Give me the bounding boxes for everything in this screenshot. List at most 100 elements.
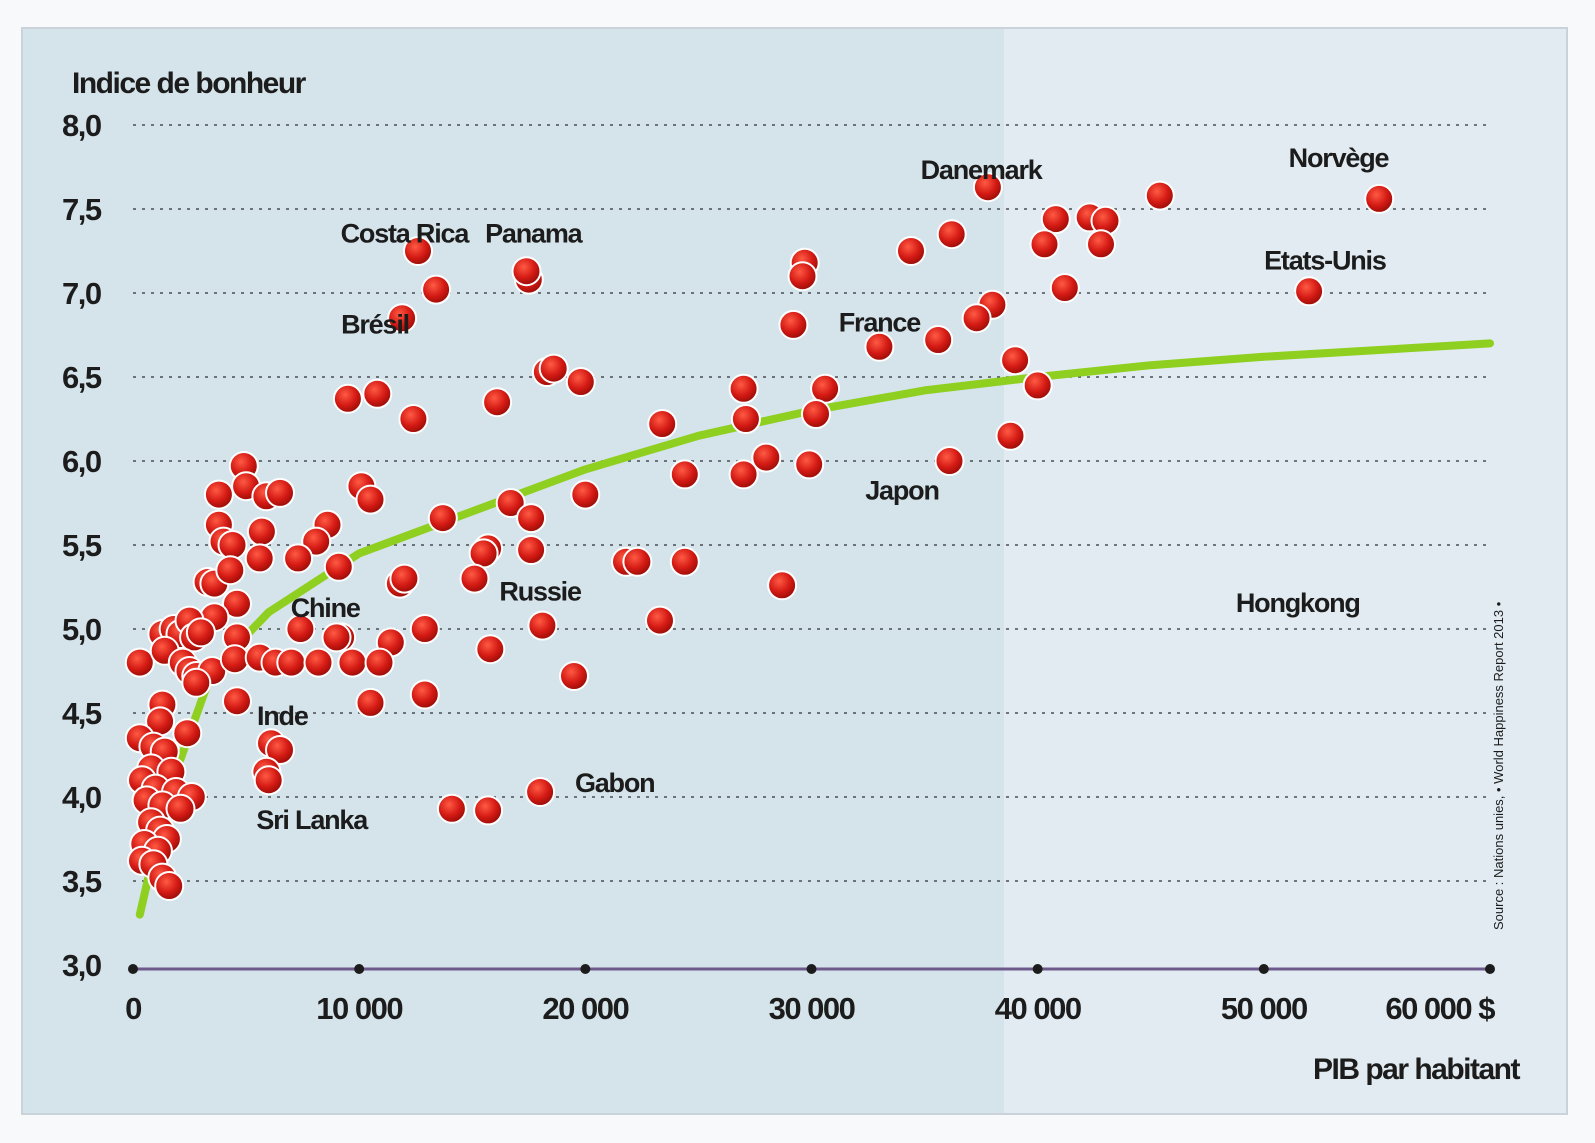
x-tick-mark	[806, 964, 817, 974]
data-point	[283, 543, 314, 574]
data-point	[801, 399, 831, 429]
country-label: Danemark	[921, 155, 1044, 185]
data-point	[669, 459, 700, 490]
country-label: Hongkong	[1236, 588, 1360, 618]
data-point	[475, 634, 506, 665]
x-axis-ticks: 0 10 000 20 000 30 000 40 000 50 000 60 000 $	[125, 964, 1497, 1026]
y-tick-label: 6,0	[62, 444, 101, 479]
data-point	[265, 735, 295, 765]
data-point	[185, 617, 216, 648]
data-point	[511, 256, 542, 287]
country-label: France	[839, 308, 922, 338]
data-point	[1086, 229, 1116, 260]
data-point	[362, 378, 393, 409]
data-point	[516, 503, 547, 534]
y-tick-label: 8,0	[62, 108, 101, 143]
data-point	[995, 420, 1026, 451]
data-point	[165, 793, 196, 824]
data-point	[398, 404, 429, 434]
y-tick-label: 7,0	[62, 276, 101, 311]
data-point	[355, 687, 386, 718]
data-point	[1364, 183, 1395, 214]
country-label: Chine	[291, 593, 361, 623]
image-border	[21, 27, 1568, 1115]
data-point	[203, 479, 234, 510]
data-point	[767, 570, 798, 601]
data-point	[389, 563, 420, 594]
data-points	[124, 172, 1395, 901]
data-point	[337, 647, 368, 678]
data-point	[1049, 273, 1080, 303]
data-point	[222, 686, 252, 717]
data-point	[538, 353, 569, 384]
data-point	[647, 409, 678, 439]
data-point	[436, 793, 467, 824]
data-point	[427, 503, 458, 534]
country-label: Brésil	[341, 309, 409, 339]
data-point	[1029, 229, 1060, 260]
x-axis-title: PIB par habitant	[1313, 1053, 1521, 1086]
data-point	[622, 546, 653, 577]
y-tick-label: 7,5	[62, 192, 102, 227]
data-point	[265, 477, 295, 508]
country-label: Norvège	[1289, 143, 1390, 173]
data-point	[645, 605, 675, 636]
data-point	[222, 588, 252, 619]
data-point	[387, 303, 418, 334]
data-point	[728, 459, 759, 490]
country-label: Russie	[499, 576, 582, 606]
x-tick-label: 60 000 $	[1385, 991, 1495, 1026]
x-tick-mark	[1258, 964, 1269, 974]
x-tick-mark	[1485, 964, 1495, 974]
data-point	[516, 535, 547, 565]
x-tick-label: 30 000	[769, 991, 855, 1026]
data-point	[321, 622, 352, 653]
data-point	[495, 488, 526, 518]
gridlines	[133, 124, 1490, 882]
data-point	[403, 236, 433, 266]
x-tick-label: 40 000	[995, 991, 1081, 1026]
data-point	[728, 373, 759, 404]
data-point	[936, 219, 967, 250]
data-point	[181, 667, 212, 698]
data-point	[1040, 204, 1071, 235]
data-point	[459, 563, 490, 594]
x-tick-mark	[354, 964, 365, 974]
data-point	[934, 446, 965, 476]
data-point	[124, 647, 155, 678]
country-label: Etats-Unis	[1264, 246, 1386, 276]
data-point	[409, 614, 440, 644]
x-tick-mark	[128, 964, 138, 974]
data-point	[154, 871, 185, 901]
data-point	[285, 614, 316, 644]
data-point	[961, 303, 992, 334]
data-point	[559, 661, 589, 691]
data-point	[409, 679, 440, 710]
data-point	[332, 383, 363, 414]
data-point	[303, 647, 334, 678]
data-point	[570, 479, 601, 510]
data-point	[730, 404, 761, 434]
country-label: Sri Lanka	[256, 805, 369, 835]
y-tick-label: 4,5	[62, 696, 102, 731]
x-tick-label: 10 000	[316, 991, 402, 1026]
data-point	[355, 484, 386, 515]
data-point	[172, 718, 203, 749]
data-point	[364, 647, 395, 678]
x-tick-mark	[1032, 964, 1043, 974]
data-point	[276, 647, 307, 678]
data-point	[482, 387, 513, 418]
country-label: Costa Rica	[341, 219, 471, 249]
data-point	[810, 373, 841, 404]
data-point	[565, 367, 596, 397]
y-tick-label: 6,5	[62, 360, 102, 395]
x-tick-label: 50 000	[1221, 991, 1307, 1026]
y-tick-label: 5,5	[62, 528, 102, 563]
plot-background-left	[22, 28, 1004, 1114]
data-point	[896, 236, 926, 266]
data-point	[217, 530, 248, 560]
country-label: Gabon	[575, 768, 655, 798]
x-tick-mark	[580, 964, 591, 974]
x-tick-label: 0	[125, 991, 141, 1026]
